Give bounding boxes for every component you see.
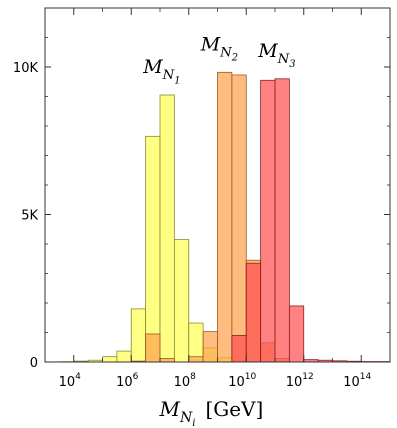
series-1-bar-8 bbox=[145, 135, 161, 363]
series-2-bar-3 bbox=[159, 358, 175, 363]
x-tick-label-3: 108 bbox=[174, 372, 197, 390]
series-1-bar-9 bbox=[159, 94, 175, 363]
x-tick-label-5: 1012 bbox=[286, 372, 314, 390]
series-2-bar-2 bbox=[145, 333, 161, 363]
series-1-bar-6 bbox=[116, 350, 132, 363]
series-2-bar-6 bbox=[217, 71, 233, 363]
bars-layer bbox=[44, 71, 391, 363]
series-3-bar-4 bbox=[274, 78, 290, 363]
x-axis-label: MNi[GeV] bbox=[159, 397, 264, 428]
axes-layer bbox=[44, 7, 391, 363]
x-tick-label-2: 106 bbox=[116, 372, 139, 390]
x-tick-exponent-2: 6 bbox=[133, 372, 139, 382]
x-tick-exponent-6: 14 bbox=[360, 372, 372, 382]
x-tick-exponent-1: 4 bbox=[75, 372, 81, 382]
series-3-bar-1 bbox=[231, 335, 247, 363]
series-2-bar-7 bbox=[231, 74, 247, 363]
series-3-bar-2 bbox=[245, 262, 262, 363]
series-1-bar-7 bbox=[130, 308, 147, 363]
x-tick-exponent-5: 12 bbox=[302, 372, 313, 382]
x-tick-label-1: 104 bbox=[59, 372, 82, 390]
series-3-bar-3 bbox=[260, 79, 276, 363]
x-tick-label-6: 1014 bbox=[343, 372, 371, 390]
x-tick-label-4: 1010 bbox=[228, 372, 256, 390]
series-1-bar-5 bbox=[102, 356, 118, 363]
series-1-bar-11 bbox=[188, 322, 204, 363]
series-2-bar-4 bbox=[188, 356, 204, 363]
y-tick-label-1: 0 bbox=[30, 356, 38, 371]
x-tick-exponent-4: 10 bbox=[245, 372, 257, 382]
series-label-3: MN3 bbox=[257, 40, 295, 70]
y-tick-label-2: 5K bbox=[21, 209, 38, 224]
x-tick-exponent-3: 8 bbox=[190, 372, 196, 382]
series-label-2: MN2 bbox=[200, 33, 238, 63]
series-label-1: MN1 bbox=[142, 56, 180, 86]
y-tick-label-3: 10K bbox=[13, 61, 39, 76]
series-2-bar-5 bbox=[202, 331, 218, 363]
series-3-bars bbox=[231, 78, 391, 363]
series-3-bar-5 bbox=[288, 305, 305, 363]
series-1-bar-10 bbox=[173, 239, 190, 363]
series-1-bars bbox=[44, 94, 247, 363]
